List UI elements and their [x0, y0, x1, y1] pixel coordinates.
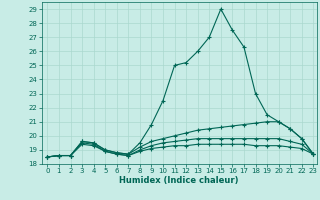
X-axis label: Humidex (Indice chaleur): Humidex (Indice chaleur) — [119, 176, 239, 185]
